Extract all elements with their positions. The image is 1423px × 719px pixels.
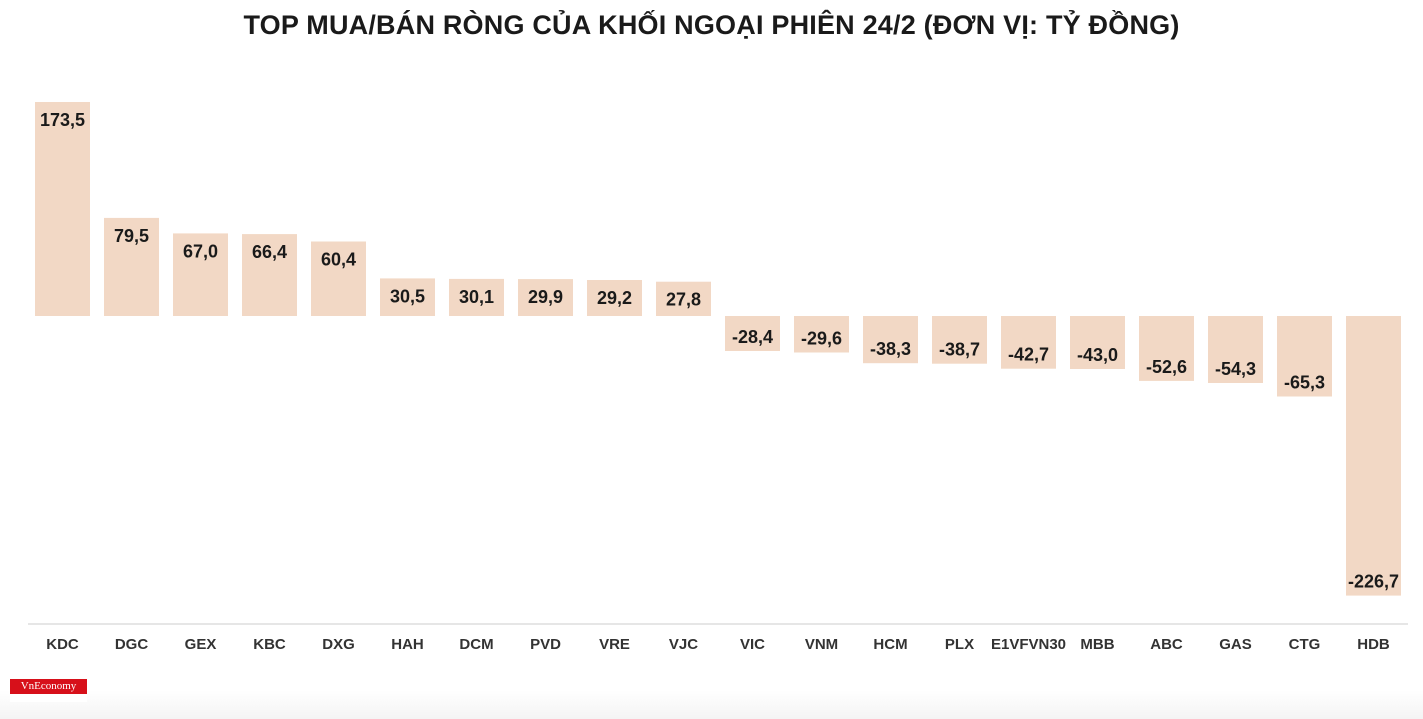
x-tick-label-ctg: CTG — [1289, 636, 1321, 653]
x-tick-label-vjc: VJC — [669, 636, 698, 653]
x-tick-label-dgc: DGC — [115, 636, 149, 653]
bar-vnm — [794, 316, 849, 353]
data-label-abc: -52,6 — [1146, 357, 1187, 377]
data-label-vic: -28,4 — [732, 327, 773, 347]
bar-gas — [1208, 316, 1263, 383]
data-label-hdb: -226,7 — [1348, 572, 1399, 592]
data-label-gas: -54,3 — [1215, 359, 1256, 379]
logo-text: VnEconomy — [20, 680, 77, 692]
bar-gex — [173, 233, 228, 316]
x-tick-label-pvd: PVD — [530, 636, 561, 653]
x-tick-label-gex: GEX — [185, 636, 217, 653]
x-tick-label-gas: GAS — [1219, 636, 1252, 653]
data-label-kdc: 173,5 — [40, 110, 85, 130]
x-tick-label-dcm: DCM — [459, 636, 493, 653]
data-label-hcm: -38,3 — [870, 339, 911, 359]
x-tick-label-vnm: VNM — [805, 636, 838, 653]
bar-hcm — [863, 316, 918, 364]
bar-kdc — [35, 102, 90, 316]
x-tick-label-plx: PLX — [945, 636, 974, 653]
footer-shade — [0, 690, 1423, 719]
bar-hdb — [1346, 316, 1401, 596]
data-label-kbc: 66,4 — [252, 242, 287, 262]
x-tick-label-e1vfvn30: E1VFVN30 — [991, 636, 1066, 653]
x-tick-label-kbc: KBC — [253, 636, 286, 653]
vneconomy-logo: VnEconomy — [10, 679, 87, 702]
data-label-dxg: 60,4 — [321, 250, 356, 270]
bar-mbb — [1070, 316, 1125, 369]
bar-pvd — [518, 279, 573, 316]
chart-title: TOP MUA/BÁN RÒNG CỦA KHỐI NGOẠI PHIÊN 24… — [243, 10, 1180, 40]
bar-hah — [380, 278, 435, 316]
x-tick-label-dxg: DXG — [322, 636, 355, 653]
bar-dgc — [104, 217, 159, 316]
bar-vre — [587, 280, 642, 316]
bar-dcm — [449, 278, 504, 316]
x-tick-label-hdb: HDB — [1357, 636, 1390, 653]
bar-e1vfvn30 — [1001, 316, 1056, 369]
data-label-mbb: -43,0 — [1077, 345, 1118, 365]
data-label-ctg: -65,3 — [1284, 373, 1325, 393]
bar-vic — [725, 316, 780, 351]
x-tick-label-mbb: MBB — [1080, 636, 1114, 653]
data-label-pvd: 29,9 — [528, 287, 563, 307]
data-label-plx: -38,7 — [939, 340, 980, 360]
x-tick-label-vre: VRE — [599, 636, 630, 653]
x-tick-label-vic: VIC — [740, 636, 765, 653]
bar-kbc — [242, 234, 297, 316]
x-tick-label-kdc: KDC — [46, 636, 79, 653]
data-label-dcm: 30,1 — [459, 287, 494, 307]
data-label-vjc: 27,8 — [666, 290, 701, 310]
x-tick-label-hah: HAH — [391, 636, 424, 653]
bar-ctg — [1277, 316, 1332, 397]
x-tick-label-abc: ABC — [1150, 636, 1183, 653]
logo-tagline-strip — [10, 694, 87, 702]
data-label-e1vfvn30: -42,7 — [1008, 345, 1049, 365]
data-label-gex: 67,0 — [183, 241, 218, 261]
data-label-vre: 29,2 — [597, 288, 632, 308]
data-label-hah: 30,5 — [390, 286, 425, 306]
data-label-vnm: -29,6 — [801, 329, 842, 349]
bar-abc — [1139, 316, 1194, 381]
bar-vjc — [656, 281, 711, 316]
data-label-dgc: 79,5 — [114, 226, 149, 246]
bar-plx — [932, 316, 987, 364]
x-tick-label-hcm: HCM — [873, 636, 907, 653]
bar-dxg — [311, 241, 366, 316]
